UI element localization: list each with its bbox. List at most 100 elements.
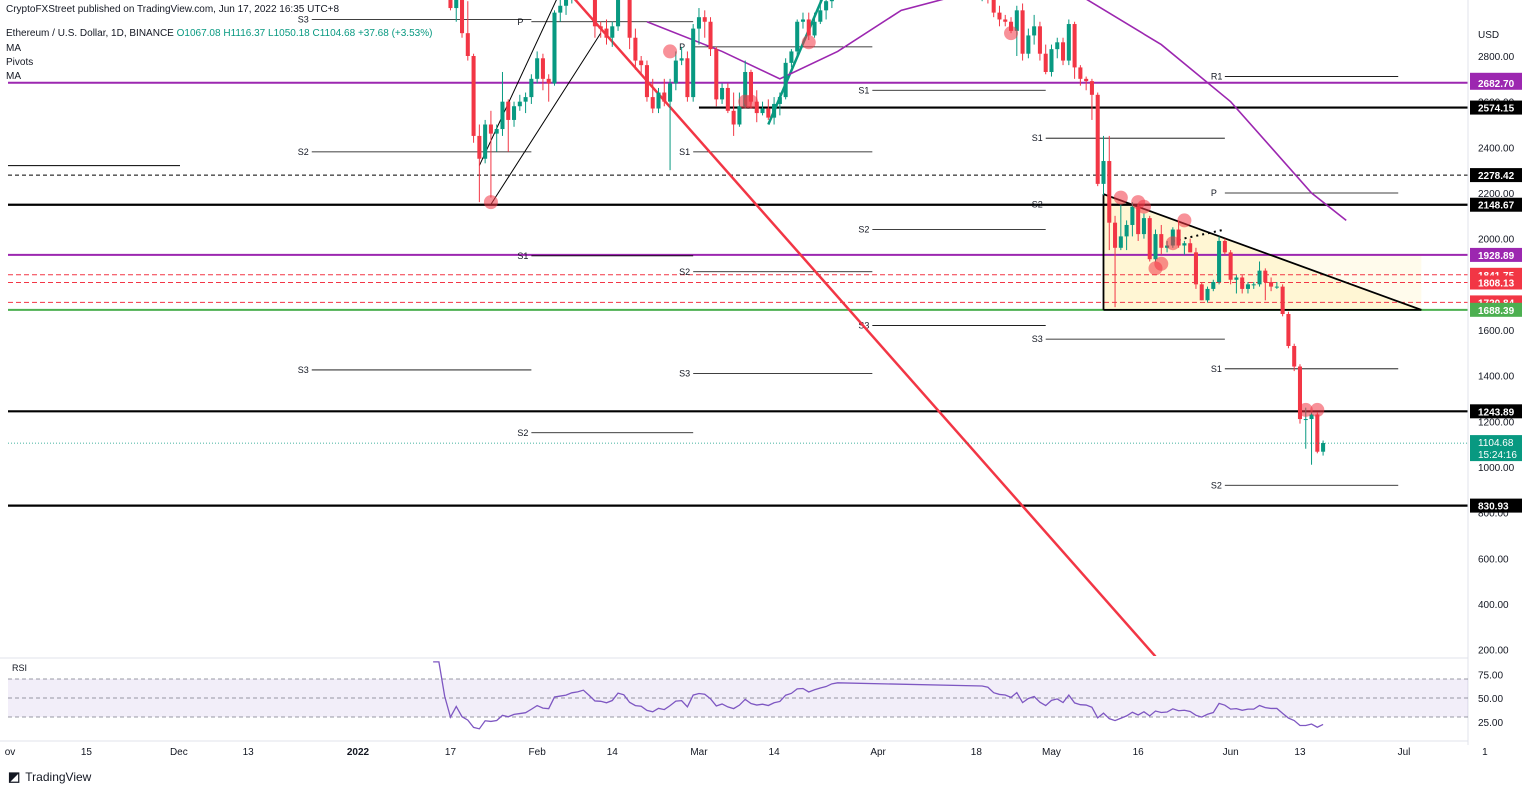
level-label: 1688.39 [1470,302,1522,317]
indicator-ma-1[interactable]: MA [6,43,21,54]
candle [800,12,806,29]
level-label: 830.93 [1470,498,1522,513]
ohlc-change: +37.68 (+3.53%) [357,28,433,39]
candle [1153,229,1158,262]
candle-body [696,17,701,29]
rsi-line [433,661,1324,730]
rejection-marker [1113,190,1128,205]
teal-trendline [767,0,823,125]
rejection-marker [663,44,678,59]
candle-body [1199,284,1204,301]
x-tick-label: 14 [769,747,781,758]
rsi-tick-label: 50.00 [1478,694,1503,705]
candle-body [1211,282,1216,289]
candle-body [800,19,806,22]
candle-body [1014,10,1019,31]
rejection-marker [1310,402,1325,417]
candle-body [691,28,696,98]
candle [1188,238,1193,253]
candle [1037,21,1042,61]
candle-body [1321,443,1326,452]
candle-body [743,71,748,107]
x-tick-label: Dec [170,747,188,758]
candle-body [1217,240,1222,283]
candle-body [818,10,823,22]
x-tick-label: ov [5,747,16,758]
rejection-marker [801,35,816,50]
candle [1095,92,1100,187]
candle-body [471,56,476,136]
candle-body [829,0,834,2]
candle [1061,37,1066,66]
rejection-marker [1177,213,1192,228]
y-tick-label: 800.00 [1478,509,1509,520]
x-tick-label: 16 [1133,747,1145,758]
y-tick-label: 1000.00 [1478,463,1515,474]
x-tick-label: 13 [243,747,255,758]
indicator-ma-2[interactable]: MA [6,71,21,82]
level-label: 1243.89 [1470,404,1522,419]
x-tick-label: 1 [1482,747,1488,758]
level-label-bg [1470,100,1522,115]
candle-body [1280,286,1285,315]
candle [598,21,603,38]
candle-body [610,26,615,38]
x-tick-label: Feb [529,747,547,758]
candle-body [1084,78,1089,82]
candle-body [540,58,545,79]
candle-body [1269,282,1274,287]
candle [1245,282,1250,294]
candle-body [604,28,609,38]
indicator-pivots[interactable]: Pivots [6,57,34,68]
candle-body [1159,234,1164,248]
x-tick-label: 2022 [347,747,370,758]
candle [981,0,983,2]
level-label-text: 1243.89 [1478,407,1515,418]
candle-body [616,0,621,27]
candle-body [656,92,661,109]
candle [987,0,989,4]
candle-body [720,87,725,100]
candle [535,51,540,84]
candle-body [558,5,563,13]
level-label-text: 2574.15 [1478,104,1515,115]
level-label-text: 1808.13 [1478,278,1515,289]
candle-body [1095,94,1100,184]
candle [1026,28,1031,59]
pivot-label-2: S1 [517,251,528,261]
candle [454,0,459,22]
candle-body [564,0,569,6]
candle [1072,21,1077,79]
candle-body [650,97,655,109]
candle [529,74,534,104]
candle-body [1257,270,1262,285]
candle-body [465,33,470,56]
rejection-marker [743,94,758,109]
candle-body [795,21,800,52]
level-label-bg [1470,498,1522,513]
candle-body [1136,206,1141,235]
red-trendline [573,0,1157,656]
y-tick-label: 2200.00 [1478,189,1515,200]
pivot-label-4: P [517,17,523,27]
y-tick-label: 400.00 [1478,600,1509,611]
tradingview-branding[interactable]: ◩ TradingView [8,769,91,785]
candle [1274,282,1279,289]
candle [766,99,771,120]
candle [720,83,725,104]
candle [673,51,678,91]
rejection-marker [1165,236,1180,251]
candle [1217,236,1222,285]
candle [1182,240,1187,255]
triangle-upper-line [1103,193,1422,311]
pivot-label-10: S2 [858,225,869,235]
candle-body [673,60,678,84]
x-tick-label: 15 [81,747,93,758]
candle [812,12,817,38]
candle-body [1286,314,1291,346]
candle [1315,412,1320,454]
candle [1228,250,1233,285]
candle [1240,275,1245,294]
candle [1101,135,1106,196]
